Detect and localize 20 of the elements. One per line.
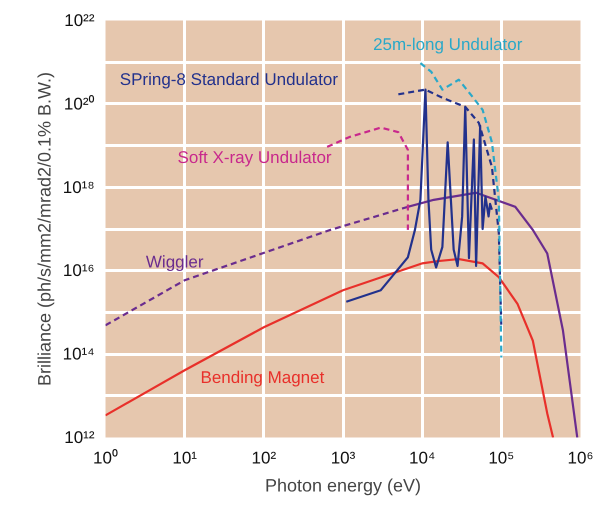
y-tick-label: 10²⁰ [64, 94, 95, 114]
x-axis-title: Photon energy (eV) [264, 476, 422, 496]
x-tick-label: 10⁴ [409, 448, 436, 468]
series-label: 25m-long Undulator [373, 35, 523, 54]
x-tick-label: 10⁵ [488, 448, 514, 468]
series-label: Soft X-ray Undulator [178, 148, 332, 168]
y-tick-label: 10¹⁶ [62, 261, 95, 280]
x-tick-label: 10⁰ [93, 448, 118, 468]
series-label: Bending Magnet [200, 368, 325, 387]
y-axis-title: Brilliance (ph/s/mm2/mrad2/0.1% B.W.) [34, 72, 55, 386]
x-tick-label: 10³ [330, 448, 356, 468]
text: SPring-8 Standard Undulator [120, 70, 338, 90]
x-tick-label: 10⁶ [568, 448, 594, 468]
series-label: Wiggler [146, 252, 204, 272]
y-tick-label: 10¹⁸ [62, 178, 95, 197]
y-tick-label: 10¹² [64, 428, 95, 447]
x-tick-label: 10² [252, 448, 276, 468]
x-tick-label: 10¹ [172, 448, 198, 468]
y-tick-label: 10¹⁴ [62, 344, 94, 364]
y-tick-label: 10²² [64, 11, 95, 30]
